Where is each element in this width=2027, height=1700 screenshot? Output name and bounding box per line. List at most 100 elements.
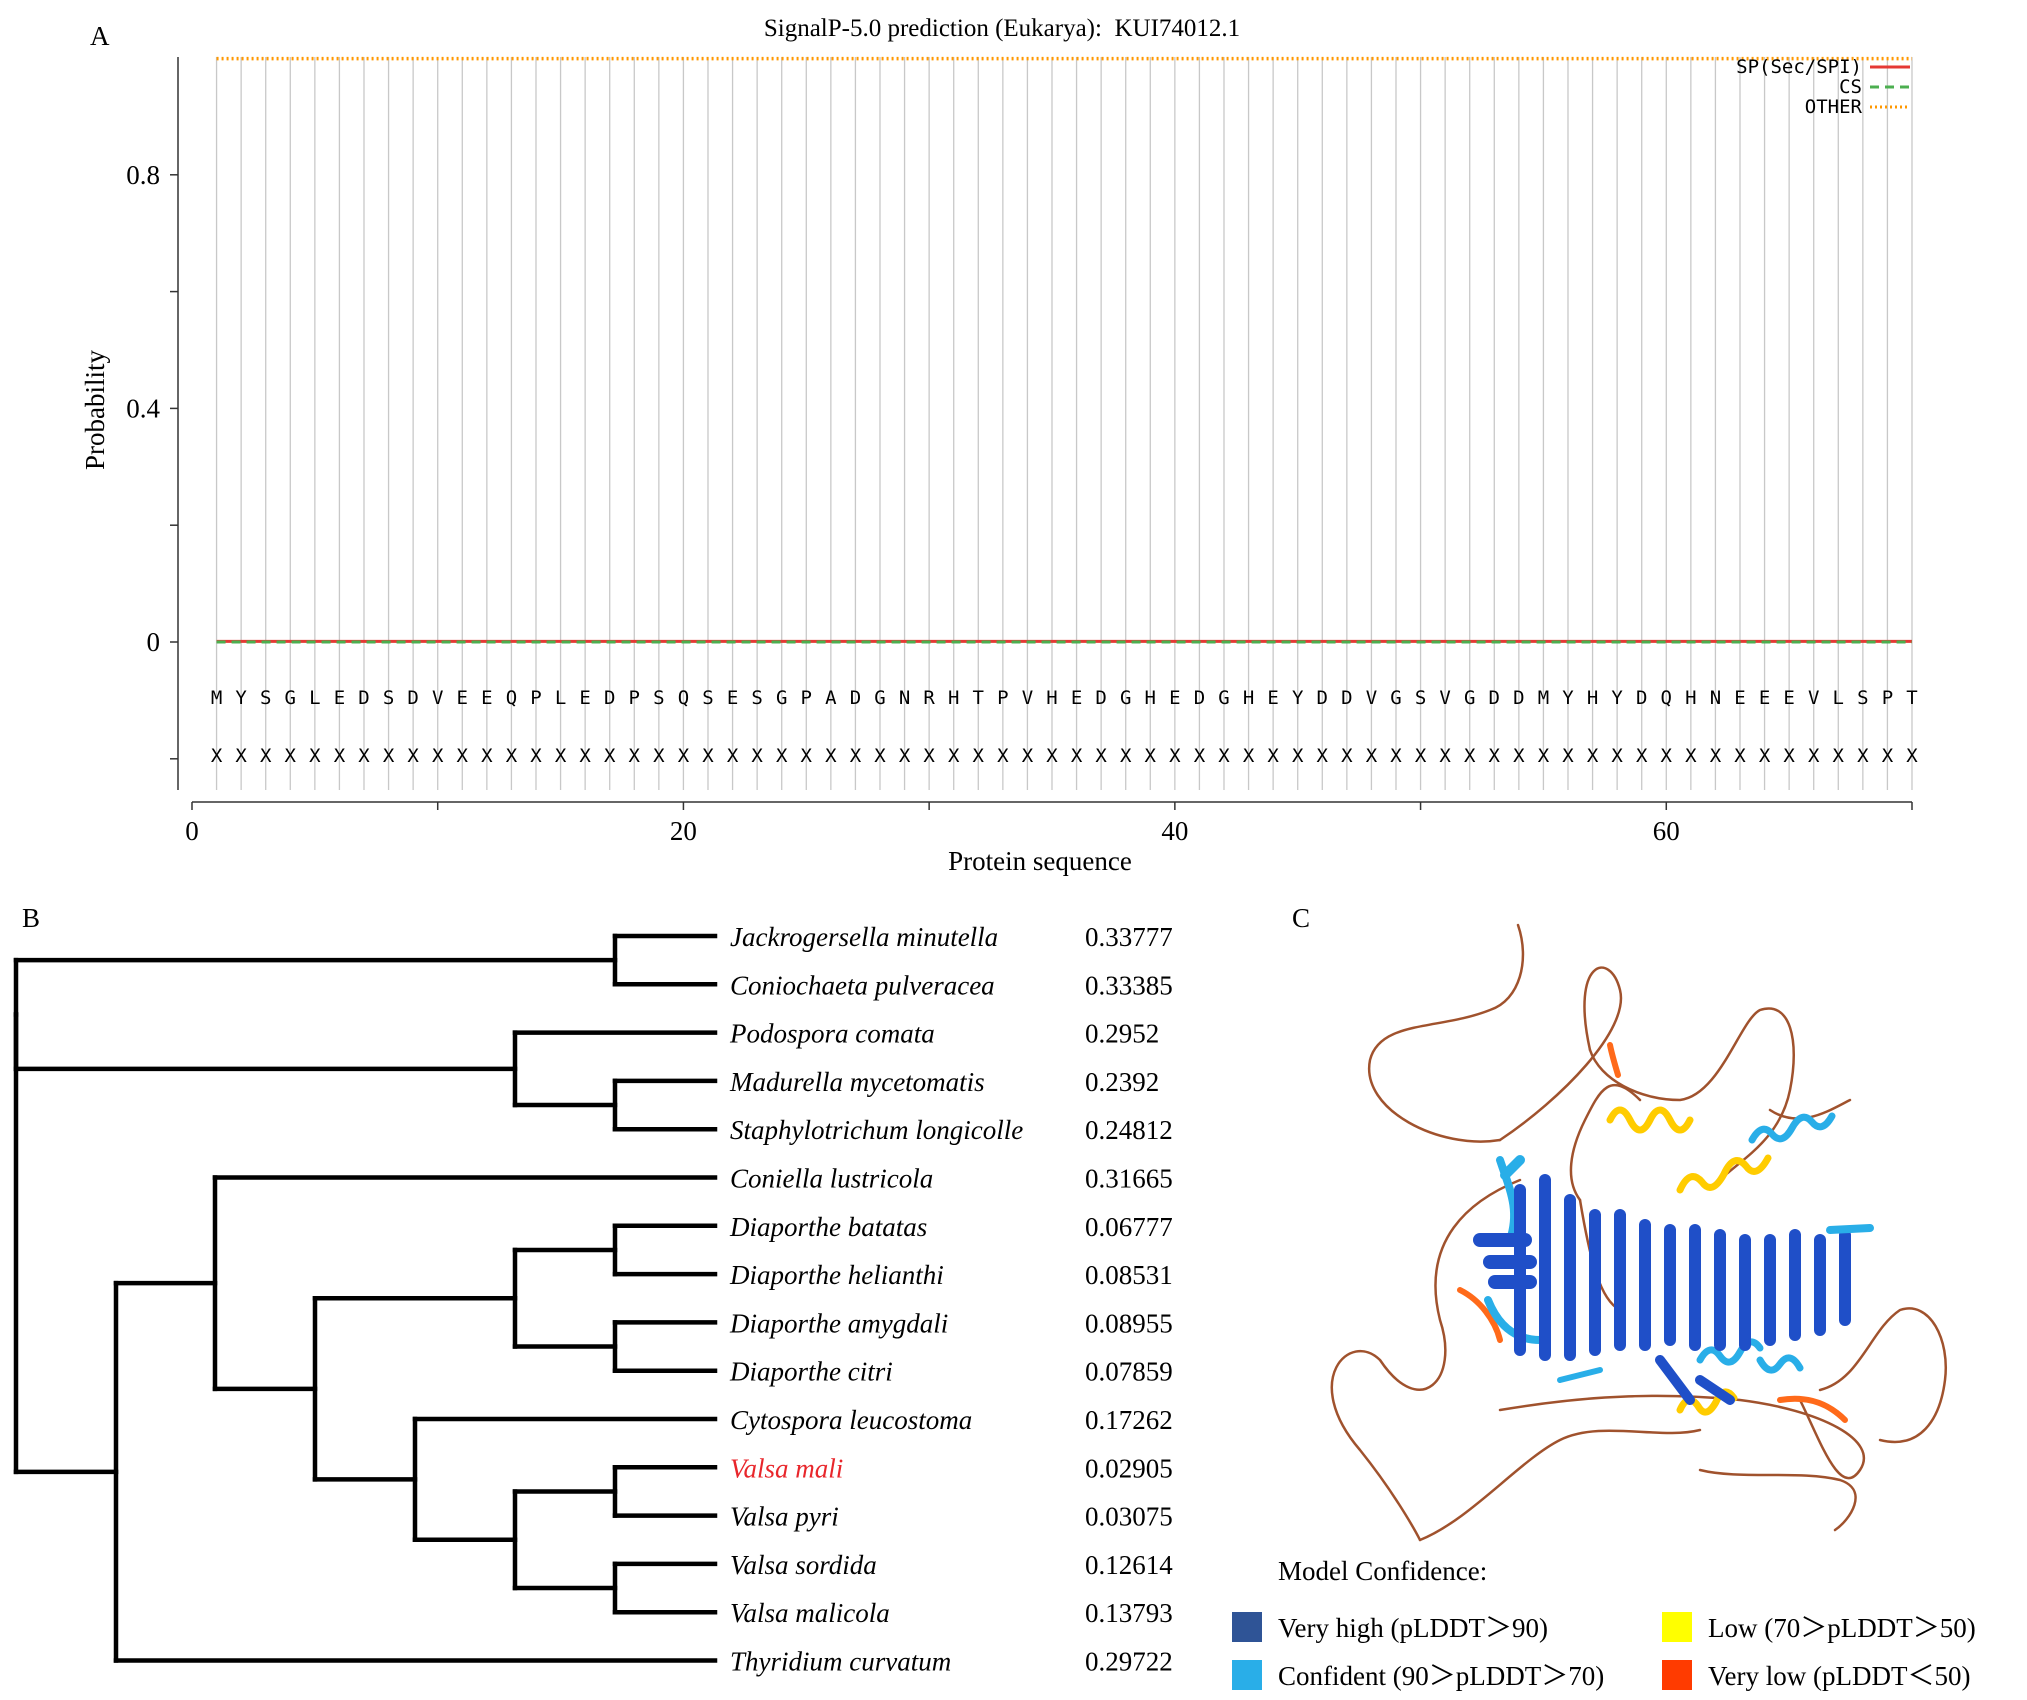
y-axis-label: Probability (80, 350, 110, 470)
legend-label: SP(Sec/SPI) (1736, 56, 1862, 78)
annotation-mark: X (1833, 745, 1845, 767)
taxon-name: Valsa malicola (730, 1598, 890, 1628)
taxon-value: 0.03075 (1085, 1502, 1173, 1532)
x-axis-label: Protein sequence (948, 846, 1132, 876)
taxon-value: 0.12614 (1085, 1550, 1173, 1580)
annotation-mark: X (1906, 745, 1918, 767)
taxon-name: Jackrogersella minutella (730, 922, 998, 952)
annotation-mark: X (309, 745, 321, 767)
annotation-mark: X (604, 745, 616, 767)
annotation-mark: X (1857, 745, 1869, 767)
residue-letter: E (481, 687, 492, 709)
residue-letter: E (1783, 687, 1794, 709)
x-tick-label: 20 (670, 816, 697, 846)
residue-letter: N (899, 687, 910, 709)
taxon-name: Diaporthe citri (729, 1357, 893, 1387)
residue-letter: S (260, 687, 271, 709)
taxon-value: 0.33385 (1085, 970, 1173, 1000)
residue-letter: Q (1661, 687, 1672, 709)
panel-c-label: C (1292, 903, 1310, 933)
annotation-mark: X (1243, 745, 1255, 767)
annotation-mark: X (973, 745, 985, 767)
low-swatch (1662, 1612, 1692, 1642)
residue-letter: M (1538, 687, 1549, 709)
legend-item-low: Low (70＞pLDDT＞50) (1662, 1612, 1976, 1643)
x-ticks: 0 20 40 60 (185, 802, 1913, 846)
probability-series (216, 56, 1912, 644)
annotation-mark: X (874, 745, 886, 767)
annotation-mark: X (1882, 745, 1894, 767)
annotation-mark: X (825, 745, 837, 767)
annotation-mark: X (629, 745, 641, 767)
residue-letter: D (604, 687, 615, 709)
annotation-mark: X (358, 745, 370, 767)
annotation-mark: X (727, 745, 739, 767)
taxon-name: Podospora comata (729, 1019, 935, 1049)
panel-a-label: A (90, 21, 110, 51)
annotation-mark: X (1636, 745, 1648, 767)
residue-letter: G (776, 687, 787, 709)
annotation-mark: X (1218, 745, 1230, 767)
taxon-name: Coniochaeta pulveracea (730, 970, 995, 1000)
taxon-value: 0.13793 (1085, 1598, 1173, 1628)
annotation-mark: X (1661, 745, 1673, 767)
legend-item-very-high: Very high (pLDDT＞90) (1232, 1612, 1548, 1643)
legend-item-confident: Confident (90＞pLDDT＞70) (1232, 1660, 1604, 1691)
residue-letter: P (1882, 687, 1893, 709)
annotation-mark: X (383, 745, 395, 767)
taxon-value: 0.33777 (1085, 922, 1173, 952)
residue-letter: D (1317, 687, 1328, 709)
residue-letter: G (285, 687, 296, 709)
annotation-mark: X (1071, 745, 1083, 767)
residue-letter: Y (1562, 687, 1574, 709)
annotation-mark: X (1611, 745, 1623, 767)
residue-letter: D (358, 687, 369, 709)
residue-letter: H (1243, 687, 1254, 709)
residue-letter: V (1366, 687, 1377, 709)
annotation-mark: X (1808, 745, 1820, 767)
taxon-name: Madurella mycetomatis (729, 1067, 985, 1097)
annotation-mark: X (1513, 745, 1525, 767)
annotation-mark: X (1317, 745, 1329, 767)
annotation-mark: X (1169, 745, 1181, 767)
residue-letter: Y (235, 687, 247, 709)
residue-letter: V (1439, 687, 1450, 709)
y-ticks: 0 0.4 0.8 (126, 160, 178, 760)
annotation-mark: X (899, 745, 911, 767)
residue-letter: H (1046, 687, 1057, 709)
annotation-mark: X (1022, 745, 1034, 767)
residue-letter: D (1636, 687, 1647, 709)
annotation-mark: X (407, 745, 419, 767)
taxon-value: 0.02905 (1085, 1453, 1173, 1483)
taxon-name: Diaporthe batatas (729, 1212, 927, 1242)
confident-swatch (1232, 1660, 1262, 1690)
residue-letter: D (1194, 687, 1205, 709)
residue-letter: S (653, 687, 664, 709)
taxon-value: 0.17262 (1085, 1405, 1173, 1435)
residue-letter: D (1095, 687, 1106, 709)
residue-letter: D (407, 687, 418, 709)
legend-item-very-low: Very low (pLDDT＜50) (1662, 1660, 1970, 1691)
taxon-value: 0.31665 (1085, 1164, 1173, 1194)
taxon-value: 0.08531 (1085, 1260, 1173, 1290)
annotation-mark: X (1710, 745, 1722, 767)
annotation-mark: X (1267, 745, 1279, 767)
annotation-mark: X (948, 745, 960, 767)
annotation-mark: X (1759, 745, 1771, 767)
y-tick-label: 0 (147, 627, 161, 657)
low-label: Low (70＞pLDDT＞50) (1708, 1613, 1976, 1643)
taxon-name: Cytospora leucostoma (730, 1405, 972, 1435)
residue-letter: T (973, 687, 984, 709)
panel-b-label: B (22, 903, 40, 933)
residue-letter: P (801, 687, 812, 709)
residue-letter: D (1341, 687, 1352, 709)
very-high-label: Very high (pLDDT＞90) (1278, 1613, 1548, 1643)
annotation-mark: X (1587, 745, 1599, 767)
residue-letter: G (874, 687, 885, 709)
model-confidence-title: Model Confidence: (1278, 1556, 1487, 1586)
chart-title: SignalP-5.0 prediction (Eukarya): KUI740… (764, 15, 1240, 42)
residue-letter: G (1120, 687, 1131, 709)
annotation-mark: X (1095, 745, 1107, 767)
